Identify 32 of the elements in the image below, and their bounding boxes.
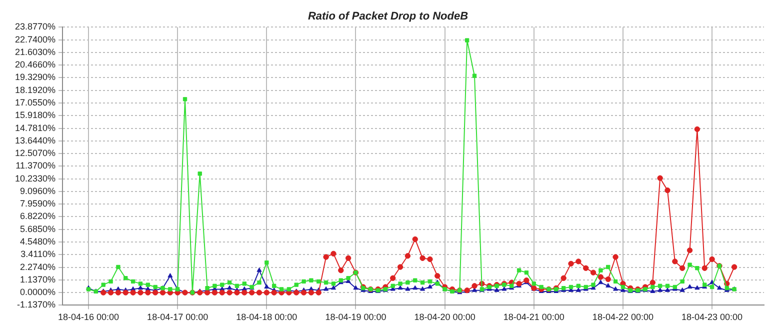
y-tick-label: 3.4110% [20,249,56,260]
y-tick-label: 0.0000% [20,287,56,298]
y-tick-label: 19.3290% [14,72,56,82]
y-tick-label: 13.6440% [14,135,56,146]
x-tick-label: 18-04-16 00:00 [58,312,120,322]
y-tick-label: 15.9180% [14,110,56,120]
x-tick-label: 18-04-17 00:00 [147,312,208,322]
y-tick-label: 23.8770% [14,22,56,32]
y-tick-label: 9.0960% [20,186,56,196]
y-tick-label: 12.5070% [14,148,56,158]
y-tick-label: 20.4660% [14,60,56,70]
y-tick-label: 1.1370% [20,274,56,284]
y-tick-label: -1.1370% [17,300,56,310]
y-tick-label: 7.9590% [20,198,56,209]
y-tick-label: 21.6030% [14,46,56,57]
x-tick-label: 18-04-21 00:00 [503,312,564,322]
x-tick-label: 18-04-19 00:00 [325,312,386,322]
y-tick-label: 2.2740% [20,262,56,272]
y-tick-label: 22.7400% [14,34,56,44]
y-tick-label: 17.0550% [14,98,56,108]
chart-title: Ratio of Packet Drop to NodeB [308,10,468,23]
y-tick-label: 6.8220% [20,211,56,222]
y-tick-label: 11.3700% [16,160,56,171]
y-tick-label: 5.6850% [20,224,56,234]
y-tick-label: 4.5480% [20,236,56,247]
x-tick-label: 18-04-22 00:00 [592,312,654,322]
x-tick-label: 18-04-18 00:00 [236,312,298,322]
y-tick-label: 10.2330% [14,173,56,184]
x-tick-label: 18-04-20 00:00 [414,312,476,322]
y-tick-label: 18.1920% [14,84,56,95]
y-tick-label: 14.7810% [14,122,56,133]
x-tick-label: 18-04-23 00:00 [682,312,743,322]
